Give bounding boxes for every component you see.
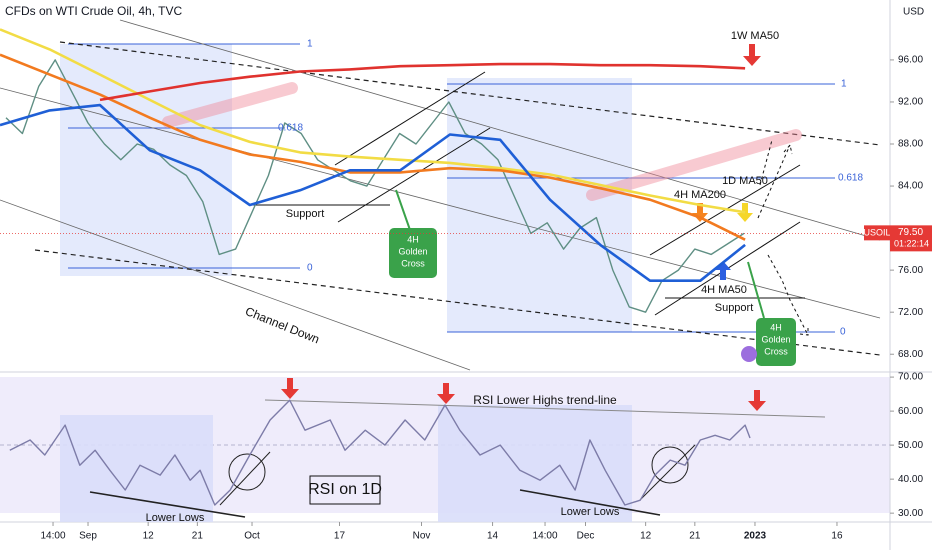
annotation: Support [715, 302, 754, 314]
golden-cross-label: Cross [764, 346, 788, 356]
rsi-box [60, 415, 213, 522]
y-tick-label: 92.00 [898, 97, 923, 108]
y-tick-label: 70.00 [898, 372, 923, 383]
x-tick-label: 12 [143, 531, 155, 542]
golden-cross-label: 4H [407, 234, 419, 244]
x-tick-label: 14:00 [41, 531, 66, 542]
fib-box [447, 78, 632, 332]
annotation: 0 [307, 263, 313, 274]
symbol-tag [864, 225, 890, 241]
x-tick-label: 2023 [744, 531, 767, 542]
y-tick-label: 84.00 [898, 181, 923, 192]
rsi-drawings [89, 399, 826, 518]
channel-thin [0, 19, 881, 371]
x-tick-label: 21 [192, 531, 204, 542]
rsi-box [438, 405, 632, 522]
annotation: Lower Lows [561, 506, 620, 518]
y-tick-label: 30.00 [898, 508, 923, 519]
rising-channels [250, 71, 805, 316]
x-tick-label: Dec [577, 531, 595, 542]
golden-cross-boxes [389, 189, 796, 366]
projection-arrows [757, 139, 809, 336]
golden-cross-label: Golden [761, 334, 790, 344]
y-tick-label: 60.00 [898, 406, 923, 417]
x-tick-label: Oct [244, 531, 260, 542]
golden-cross-label: Cross [401, 258, 425, 268]
annotation: RSI Lower Highs trend-line [473, 393, 617, 407]
countdown-label: 01:22:14 [894, 239, 929, 249]
annotation: RSI on 1D [308, 481, 382, 498]
channel-dashed [34, 41, 881, 356]
series-line [0, 53, 746, 241]
series-line [0, 28, 746, 214]
series-line [0, 103, 746, 282]
annotation: Lower Lows [146, 512, 205, 524]
price-label: 79.50 [898, 227, 923, 238]
annotation: 1 [307, 39, 313, 50]
fib-box [60, 44, 232, 276]
y-tick-label: 72.00 [898, 307, 923, 318]
x-tick-label: 12 [640, 531, 652, 542]
annotation: 0.618 [278, 123, 303, 134]
annotation: 1 [841, 79, 847, 90]
x-tick-label: 14:00 [533, 531, 558, 542]
symbol-label: USOIL [863, 228, 890, 238]
annotation: 4H MA50 [701, 284, 747, 296]
annotation: 0.618 [838, 173, 863, 184]
chart-title: CFDs on WTI Crude Oil, 4h, TVC [5, 4, 182, 18]
y-tick-label: 76.00 [898, 265, 923, 276]
series-line [9, 399, 751, 506]
x-tick-label: 14 [487, 531, 499, 542]
series-line [99, 62, 746, 102]
x-tick-label: 21 [689, 531, 701, 542]
projection-bands [162, 82, 802, 201]
fib-lines [68, 43, 835, 333]
x-tick-label: 17 [334, 531, 346, 542]
golden-cross-label: Golden [398, 246, 427, 256]
annotation: Support [286, 208, 325, 220]
price-tag [890, 225, 932, 252]
y-tick-label: 50.00 [898, 440, 923, 451]
y-tick-label: 96.00 [898, 55, 923, 66]
annotation: 1W MA50 [731, 30, 779, 42]
annotation: 0 [840, 327, 846, 338]
y-tick-label: 40.00 [898, 474, 923, 485]
annotation: 1D MA50 [722, 175, 768, 187]
x-tick-label: Sep [79, 531, 97, 542]
y-tick-label: 88.00 [898, 139, 923, 150]
axis-unit: USD [903, 7, 924, 18]
x-tick-label: 16 [831, 531, 843, 542]
x-tick-label: Nov [413, 531, 431, 542]
golden-cross-label: 4H [770, 322, 782, 332]
y-tick-label: 68.00 [898, 349, 923, 360]
annotation: 4H MA200 [674, 189, 726, 201]
